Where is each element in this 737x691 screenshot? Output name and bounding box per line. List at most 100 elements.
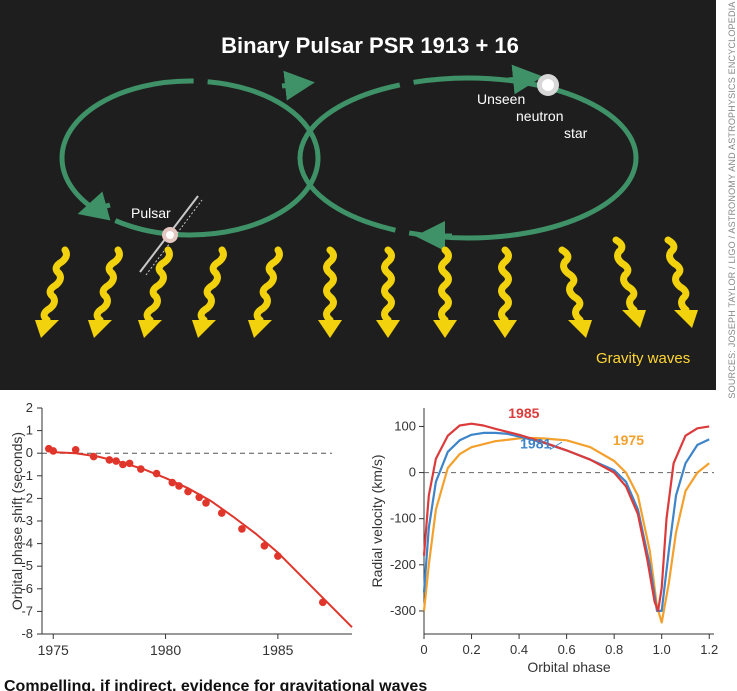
x-tick-label: 0.6	[558, 642, 576, 657]
gravity-wave	[93, 246, 123, 324]
phase-shift-plot: 2 1 0 -1 -2 -3 -4 -5 -6 -7 -8 1975 1980 1985 Orbital p…	[9, 400, 353, 658]
x-tick-label: 0.8	[605, 642, 623, 657]
gravity-wave-arrowhead	[433, 320, 457, 338]
y-tick-label: -3	[21, 513, 33, 528]
orbit-arrow-left	[77, 191, 111, 221]
gravity-wave	[558, 246, 584, 324]
data-point	[119, 460, 127, 469]
y-axis-label: Radial velocity (km/s)	[369, 454, 385, 587]
gravity-wave-arrowhead	[192, 320, 216, 338]
x-tick-label: 1.2	[700, 642, 718, 657]
radial-velocity-chart: 100 0 -100 -200 -300 0 0.2 0.4 0.6 0.8 1.0 1.2 1985 1…	[364, 392, 737, 675]
series-line-1975	[422, 436, 710, 624]
gravity-wave-arrowhead	[622, 310, 646, 328]
gravity-wave	[323, 246, 337, 324]
series-label-1975: 1975	[613, 432, 644, 448]
radial-velocity-plot: 100 0 -100 -200 -300 0 0.2 0.4 0.6 0.8 1.0 1.2 1985 1…	[369, 405, 718, 675]
y-tick-label: 0	[409, 465, 416, 480]
y-tick-label: -4	[21, 536, 33, 551]
x-axis-label: Orbital phase	[527, 659, 610, 672]
y-tick-label: -200	[390, 557, 416, 572]
binary-pulsar-diagram: Binary Pulsar PSR 1913 + 16 Pulsar Unsee…	[0, 0, 716, 390]
data-point	[168, 478, 177, 487]
gravity-wave	[664, 236, 690, 314]
gravity-wave	[381, 246, 395, 324]
x-tick-label: 0.4	[510, 642, 528, 657]
data-point	[184, 487, 192, 496]
data-point	[89, 452, 98, 461]
pulsar-icon	[139, 195, 203, 276]
x-tick-label: 0.2	[463, 642, 481, 657]
data-point	[217, 509, 226, 517]
x-tick-label: 1975	[38, 642, 69, 658]
data-point	[260, 542, 269, 550]
orbit-arrow-top-right	[507, 64, 543, 95]
y-tick-label: -6	[21, 581, 33, 596]
fit-curve	[53, 451, 353, 628]
gravity-wave-arrowhead	[248, 320, 272, 338]
y-tick-label: 2	[26, 400, 33, 415]
data-point	[318, 598, 327, 607]
y-tick-label: -2	[21, 490, 33, 505]
gravity-wave	[143, 246, 173, 324]
y-tick-label: -8	[21, 626, 33, 641]
gravity-wave-arrowhead	[88, 320, 112, 338]
series-label-1981: 1981	[520, 436, 551, 452]
source-credit-text: SOURCES: JOSEPH TAYLOR / LIGO / ASTRONOM…	[726, 1, 737, 399]
series-line-1985	[422, 422, 710, 612]
y-tick-label: 100	[394, 418, 416, 433]
neutron-star-icon	[537, 74, 559, 96]
pulsar-orbit	[59, 78, 321, 238]
data-point	[71, 446, 80, 454]
gravity-wave	[40, 246, 70, 324]
data-point	[274, 552, 282, 560]
gravity-wave-arrowhead	[35, 320, 59, 338]
data-point	[152, 469, 161, 478]
x-tick-label: 0	[420, 642, 427, 657]
y-tick-label: -100	[390, 511, 416, 526]
data-point	[195, 493, 204, 502]
gravity-wave	[197, 246, 227, 324]
data-point	[105, 456, 114, 464]
phase-shift-chart: 2 1 0 -1 -2 -3 -4 -5 -6 -7 -8 1975 1980 1985 Orbital p…	[0, 392, 362, 672]
gravity-wave	[253, 246, 283, 324]
x-tick-label: 1.0	[653, 642, 671, 657]
gravity-wave-arrowhead	[568, 320, 592, 338]
data-point	[175, 482, 183, 490]
data-point	[49, 447, 58, 455]
y-tick-label: -7	[21, 603, 33, 618]
y-axis-label: Orbital phase shift (seconds)	[9, 432, 25, 610]
x-tick-label: 1980	[150, 642, 181, 658]
orbit-arrow-top-left	[281, 70, 315, 101]
gravity-waves-label: Gravity waves	[596, 350, 690, 367]
series-label-1985: 1985	[508, 405, 539, 421]
gravity-wave-arrowhead	[674, 310, 698, 328]
source-credit: SOURCES: JOSEPH TAYLOR / LIGO / ASTRONOM…	[726, 0, 737, 400]
gravity-wave-arrowhead	[493, 320, 517, 338]
data-point	[137, 465, 145, 473]
neutron-star-orbit	[297, 75, 639, 241]
gravity-wave	[612, 236, 638, 314]
y-tick-label: 1	[26, 423, 33, 438]
x-tick-label: 1985	[262, 642, 293, 658]
series-label-leader-1981	[549, 441, 563, 450]
data-point	[125, 459, 134, 468]
data-point	[202, 499, 210, 507]
gravity-wave-arrowhead	[318, 320, 342, 338]
gravity-wave	[498, 246, 512, 324]
diagram-title: Binary Pulsar PSR 1913 + 16	[221, 33, 519, 58]
y-tick-label: 0	[26, 445, 33, 460]
gravity-wave-arrowhead	[376, 320, 400, 338]
neutron-star-label-line-3: star	[564, 125, 588, 141]
gravity-wave	[438, 246, 452, 324]
neutron-star-label-line-2: neutron	[516, 108, 563, 124]
gravity-waves	[35, 236, 698, 338]
data-point	[238, 525, 246, 533]
y-tick-label: -5	[21, 558, 33, 573]
neutron-star-label-line-1: Unseen	[477, 91, 525, 107]
y-tick-label: -300	[390, 603, 416, 618]
y-tick-label: -1	[21, 468, 33, 483]
gravity-wave-arrowhead	[138, 320, 162, 338]
pulsar-label: Pulsar	[131, 205, 171, 221]
figure-caption: Compelling, if indirect, evidence for gr…	[4, 678, 428, 691]
